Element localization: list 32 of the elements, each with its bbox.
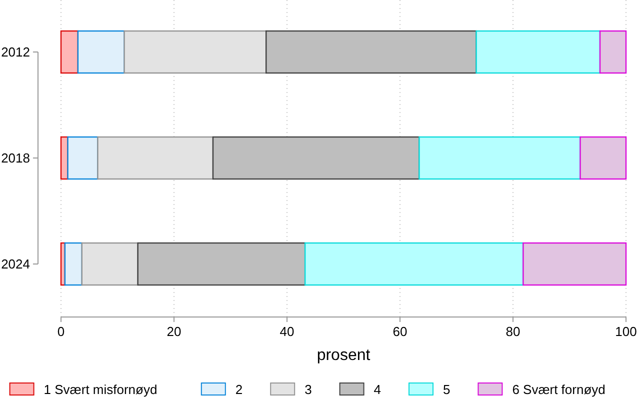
x-tick-label: 60 xyxy=(392,324,408,339)
x-tick-label: 20 xyxy=(166,324,182,339)
bar xyxy=(81,242,138,286)
bar xyxy=(418,136,581,180)
bar xyxy=(265,30,477,74)
y-tick-label: 2024 xyxy=(1,256,30,272)
x-tick-label: 80 xyxy=(506,324,520,339)
x-axis-title: prosent xyxy=(316,347,371,364)
bar xyxy=(522,242,627,286)
bar xyxy=(137,242,306,286)
bar xyxy=(64,242,83,286)
legend-label: 6 Svært fornøyd xyxy=(512,382,606,397)
legend-label: 2 xyxy=(235,382,243,397)
legend-label: 5 xyxy=(443,382,450,397)
bar xyxy=(97,136,214,180)
x-tick-label: 40 xyxy=(280,324,294,339)
y-tick-label: 2012 xyxy=(1,44,30,60)
legend-label: 3 xyxy=(304,382,312,397)
bar xyxy=(60,30,79,74)
bar xyxy=(212,136,420,180)
y-tick-label: 2018 xyxy=(1,150,30,166)
bar xyxy=(124,30,267,74)
bar xyxy=(77,30,125,74)
x-tick-label: 0 xyxy=(57,324,65,339)
legend-label: 4 xyxy=(374,382,382,397)
bar xyxy=(580,136,627,180)
bar xyxy=(599,30,627,74)
bar xyxy=(67,136,98,180)
x-tick-label: 100 xyxy=(615,324,637,339)
bar xyxy=(304,242,524,286)
legend-label: 1 Svært misfornøyd xyxy=(44,382,158,397)
bar xyxy=(476,30,601,74)
